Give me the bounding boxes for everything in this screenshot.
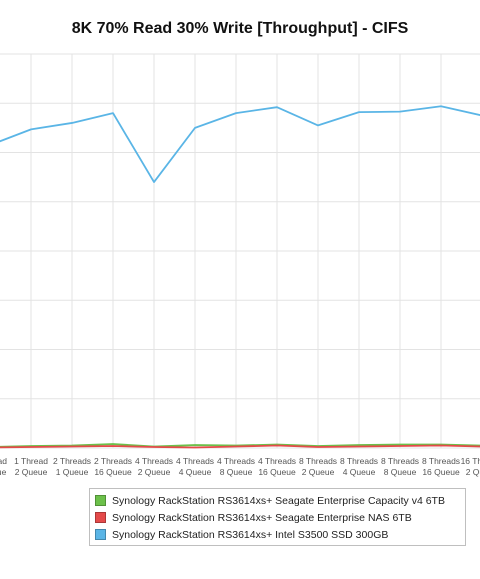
- legend-swatch: [95, 529, 106, 540]
- x-tick-label: 8 Threads 4 Queue: [340, 456, 378, 477]
- x-tick-label: 2 Threads 16 Queue: [94, 456, 132, 477]
- legend-item: Synology RackStation RS3614xs+ Intel S35…: [95, 526, 465, 543]
- legend-item: Synology RackStation RS3614xs+ Seagate E…: [95, 492, 465, 509]
- legend: Synology RackStation RS3614xs+ Seagate E…: [89, 488, 466, 546]
- legend-label: Synology RackStation RS3614xs+ Seagate E…: [112, 494, 445, 507]
- series-line-2: [0, 105, 480, 183]
- grid-layer: [0, 53, 480, 449]
- legend-label: Synology RackStation RS3614xs+ Seagate E…: [112, 511, 412, 524]
- legend-label: Synology RackStation RS3614xs+ Intel S35…: [112, 528, 389, 541]
- series-line-0: [0, 443, 480, 448]
- series-layer: [0, 105, 480, 449]
- x-tick-label: 8 Threads 8 Queue: [381, 456, 419, 477]
- legend-item: Synology RackStation RS3614xs+ Seagate E…: [95, 509, 465, 526]
- x-tick-label: 1 Thread1 Queue: [0, 456, 7, 477]
- x-tick-label: 1 Thread 2 Queue: [14, 456, 48, 477]
- x-tick-label: 4 Threads 4 Queue: [176, 456, 214, 477]
- x-tick-label: 2 Threads 1 Queue: [53, 456, 91, 477]
- x-tick-label: 4 Threads 16 Queue: [258, 456, 296, 477]
- x-tick-label: 8 Threads 16 Queue: [422, 456, 460, 477]
- legend-swatch: [95, 495, 106, 506]
- legend-swatch: [95, 512, 106, 523]
- x-tick-label: 4 Threads 8 Queue: [217, 456, 255, 477]
- x-tick-label: 8 Threads 2 Queue: [299, 456, 337, 477]
- series-line-1: [0, 444, 480, 449]
- chart-title: 8K 70% Read 30% Write [Throughput] - CIF…: [71, 20, 409, 37]
- x-tick-label: 4 Threads 2 Queue: [135, 456, 173, 477]
